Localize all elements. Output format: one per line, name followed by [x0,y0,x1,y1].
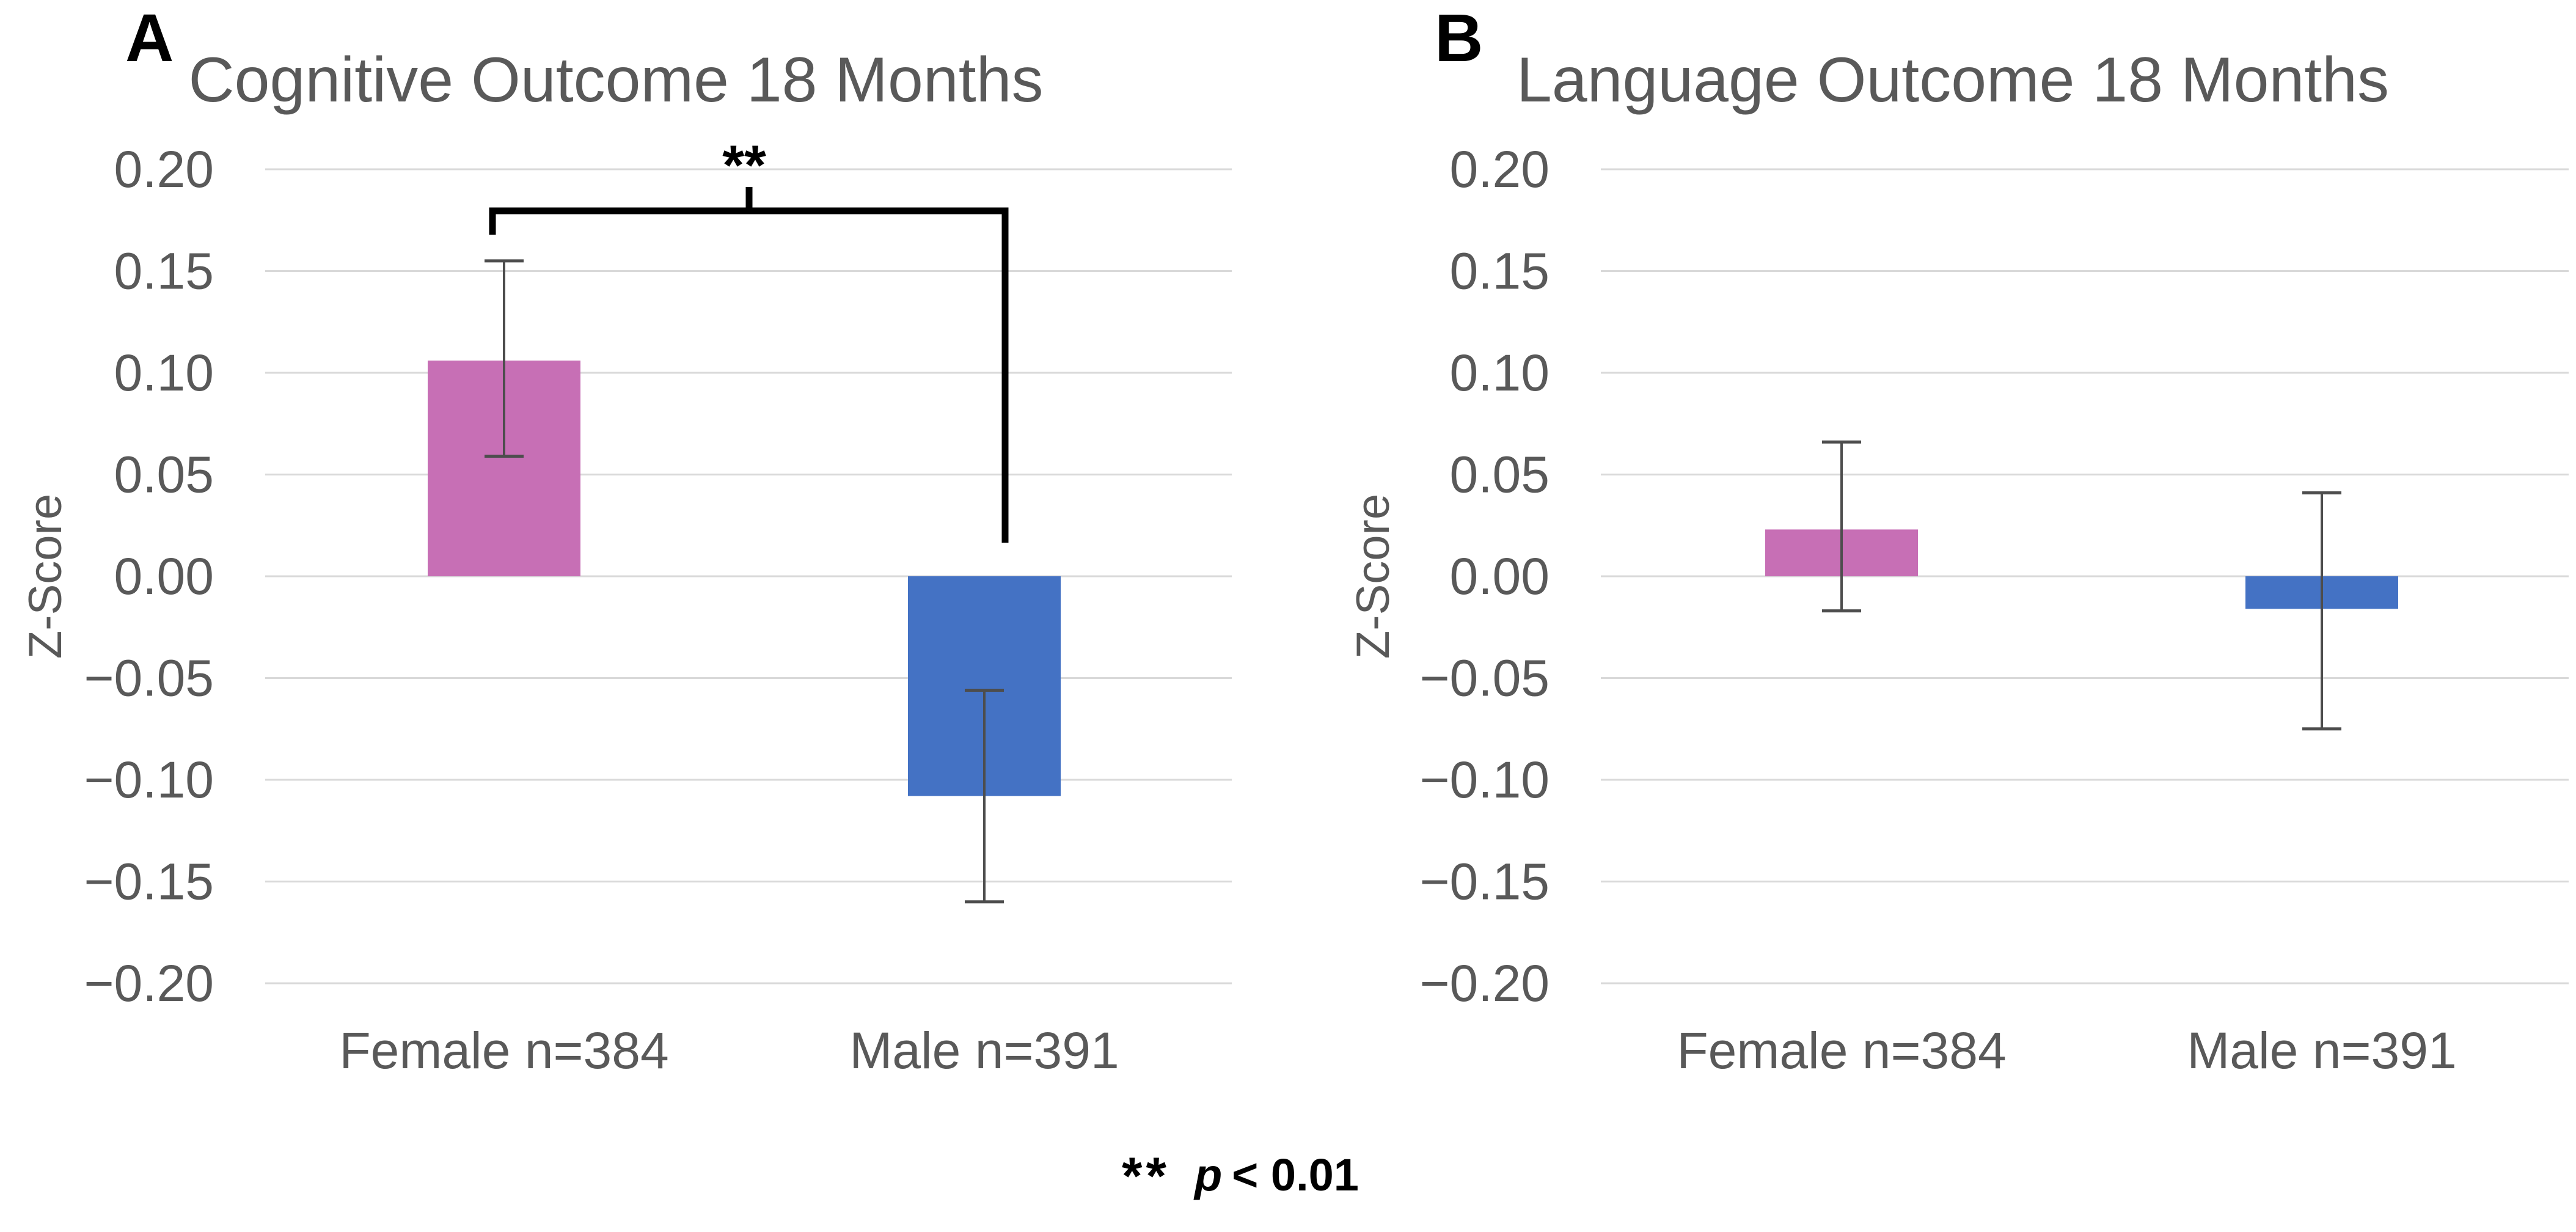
y-tick-label: −0.20 [84,955,214,1012]
panel-a: A Cognitive Outcome 18 Months 0.20 0.15 0.… [0,0,1288,1106]
category-label-female-n-384: Female n=384 [339,1022,668,1079]
significance-footnote: ** p < 0.01 [1122,1146,1359,1207]
significance-bracket: ** [489,134,1009,543]
y-tick-label: 0.15 [114,243,214,300]
footnote-threshold: < 0.01 [1232,1150,1359,1200]
y-tick-label: 0.05 [114,446,214,504]
error-bar-female-n-384 [1822,440,1861,613]
y-axis-title: Z-Score [1347,494,1399,659]
chart-a: 0.20 0.15 0.10 0.05 0.00 −0.05 −0.10 −0.15 −0.20… [20,134,1232,1079]
y-tick-label: 0.00 [1450,548,1550,605]
significance-stars: ** [722,134,766,197]
panel-b: B Language Outcome 18 Months 0.20 0.15 0.1… [1288,0,2576,1106]
y-tick-label: 0.10 [114,344,214,402]
y-tick-label: −0.05 [1419,650,1550,707]
y-tick-label: −0.15 [84,853,214,911]
y-tick-label: 0.05 [1450,446,1550,504]
y-tick-label: −0.05 [84,650,214,707]
y-tick-label: 0.20 [1450,141,1550,198]
category-label-female-n-384: Female n=384 [1677,1022,2006,1079]
y-axis-title: Z-Score [20,494,71,659]
footnote-significance-marker: ** [1122,1147,1170,1206]
y-tick-label: 0.15 [1450,243,1550,300]
footnote-p-symbol: p [1194,1150,1223,1200]
error-bar-female-n-384 [485,259,524,458]
panel-b-letter: B [1435,1,1484,76]
y-tick-label: 0.20 [114,141,214,198]
category-label-male-n-391: Male n=391 [849,1022,1119,1079]
y-tick-label: −0.10 [84,751,214,809]
y-tick-label: −0.10 [1419,751,1550,809]
chart-b: 0.20 0.15 0.10 0.05 0.00 −0.05 −0.10 −0.15 −0.20… [1347,141,2569,1079]
error-bar-male-n-391 [965,688,1004,904]
y-tick-label: 0.10 [1450,344,1550,402]
panel-b-title: Language Outcome 18 Months [1516,45,2390,116]
y-tick-label: −0.20 [1419,955,1550,1012]
category-label-male-n-391: Male n=391 [2187,1022,2456,1079]
y-tick-label: −0.15 [1419,853,1550,911]
panel-a-letter: A [125,1,174,76]
y-tick-label: 0.00 [114,548,214,605]
error-bar-male-n-391 [2302,491,2341,731]
panel-a-title: Cognitive Outcome 18 Months [188,45,1044,116]
